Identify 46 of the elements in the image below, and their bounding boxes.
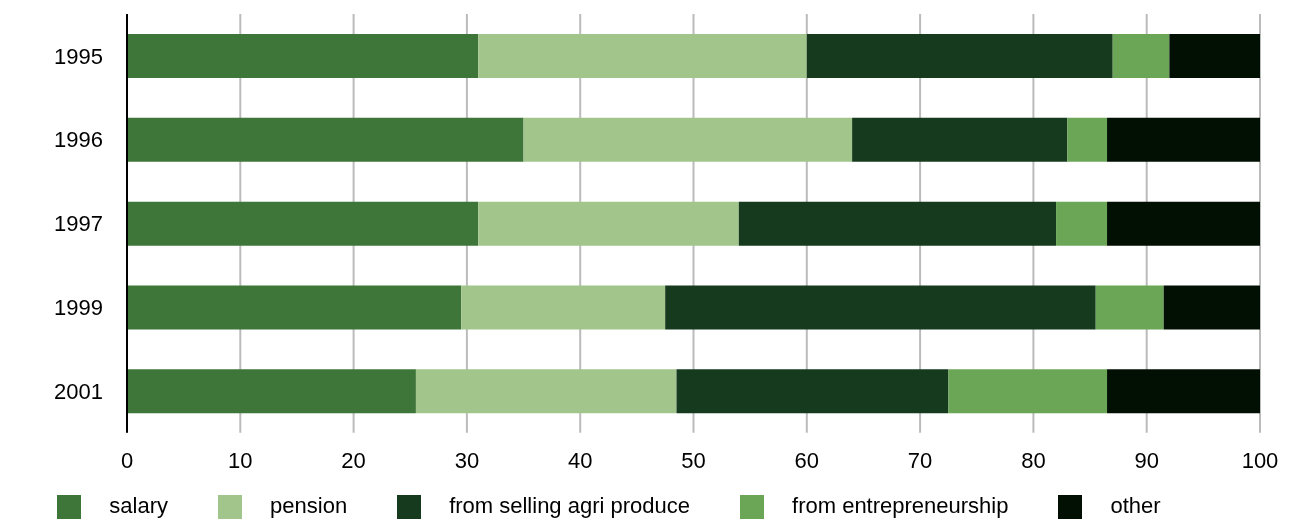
bar <box>738 201 1057 246</box>
bar <box>478 34 807 79</box>
x-tick-label: 10 <box>228 448 253 474</box>
bar <box>127 117 524 162</box>
x-tick-label: 50 <box>681 448 706 474</box>
y-tick-label: 1999 <box>54 294 103 320</box>
x-tick-label: 40 <box>567 448 593 474</box>
bar <box>1067 117 1108 162</box>
bar <box>127 285 462 330</box>
bar <box>1112 34 1170 79</box>
x-tick-label: 0 <box>120 448 134 474</box>
bar <box>676 369 949 414</box>
bar <box>415 369 677 414</box>
bar <box>852 117 1068 162</box>
legend-label: from entrepreneurship <box>792 492 1009 518</box>
x-tick-label: 90 <box>1134 448 1159 474</box>
bar <box>461 285 666 330</box>
bar <box>478 201 739 246</box>
bar <box>1163 285 1260 330</box>
bar <box>1107 117 1260 162</box>
x-tick-label: 60 <box>794 448 820 474</box>
y-tick-label: 2001 <box>54 378 103 404</box>
y-tick-label: 1995 <box>54 43 103 69</box>
bar <box>1107 201 1260 246</box>
y-tick-label: 1996 <box>54 127 103 153</box>
bar <box>806 34 1113 79</box>
x-tick-label: 20 <box>341 448 366 474</box>
bar <box>1169 34 1260 79</box>
bar <box>127 34 479 79</box>
legend-label: other <box>1110 492 1161 518</box>
x-tick-label: 30 <box>454 448 480 474</box>
bar <box>127 201 479 246</box>
bar <box>1107 369 1260 414</box>
legend-label: from selling agri produce <box>449 492 691 518</box>
x-tick-label: 100 <box>1241 448 1279 474</box>
bar <box>665 285 1096 330</box>
legend-label: pension <box>270 492 348 518</box>
y-tick-label: 1997 <box>54 211 103 237</box>
bar <box>948 369 1108 414</box>
bar <box>1056 201 1108 246</box>
legend-label: salary <box>109 492 169 518</box>
x-tick-label: 80 <box>1021 448 1046 474</box>
bar <box>127 369 416 414</box>
bar <box>1095 285 1164 330</box>
bar <box>523 117 853 162</box>
x-tick-label: 70 <box>907 448 933 474</box>
